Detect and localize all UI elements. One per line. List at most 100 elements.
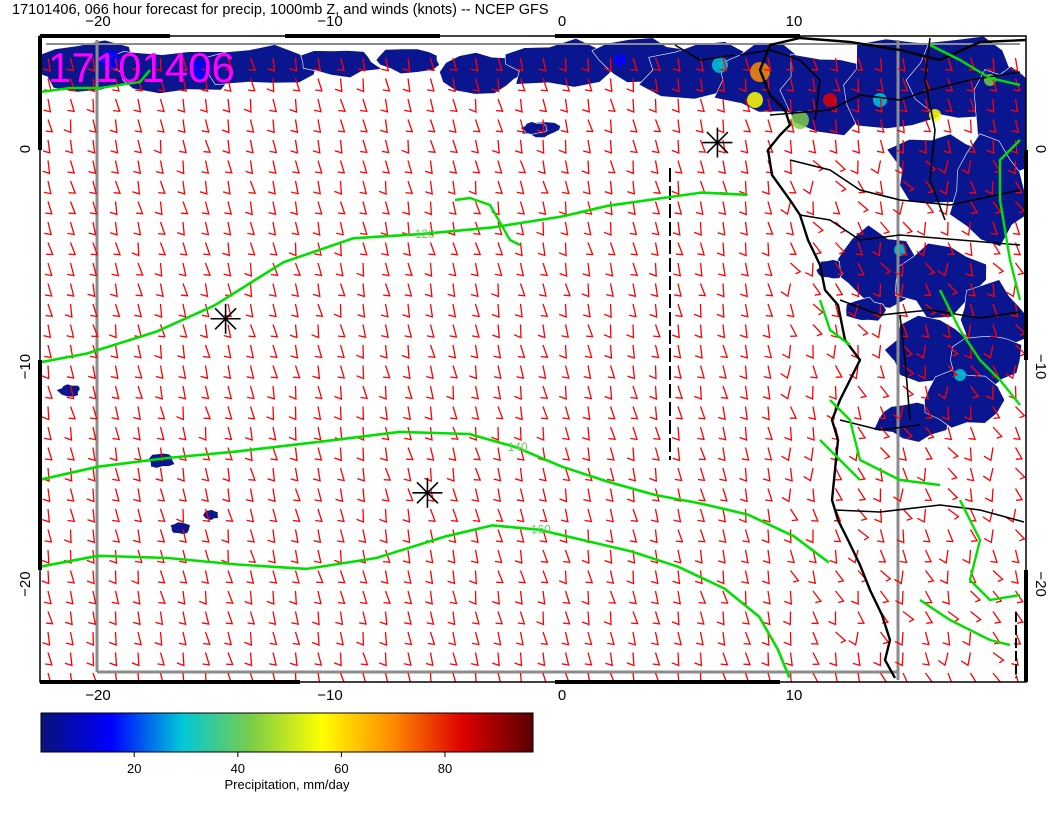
wind-barb (291, 221, 300, 236)
wind-barb (879, 590, 890, 604)
wind-barb (874, 508, 883, 523)
wind-barb (924, 180, 935, 194)
wind-barb (937, 652, 949, 667)
wind-barb (88, 385, 97, 400)
wind-barb (560, 221, 569, 236)
wind-barb (694, 324, 703, 339)
wind-barb (92, 672, 97, 682)
wind-barb (697, 242, 706, 256)
wind-barb (938, 180, 949, 195)
wind-barb (110, 57, 119, 72)
wind-barb (111, 590, 120, 605)
wind-barb (335, 488, 344, 503)
wind-barb (835, 631, 847, 644)
coastline-layer (669, 36, 1026, 679)
wind-barb (742, 57, 751, 72)
wind-barb (835, 160, 847, 173)
wind-barb (360, 139, 368, 154)
wind-barb (360, 221, 368, 236)
wind-barb (716, 242, 725, 257)
wind-barbs-layer (41, 57, 1026, 682)
wind-barb (969, 672, 977, 682)
wind-barb (671, 324, 680, 339)
wind-barb (812, 672, 819, 682)
wind-barb (153, 139, 162, 154)
wind-barb (133, 344, 142, 359)
wind-barb (985, 385, 994, 400)
precip-area (55, 383, 81, 398)
wind-barb (835, 180, 847, 193)
wind-barb (313, 98, 322, 113)
wind-barb (470, 344, 479, 359)
wind-barb (155, 160, 164, 175)
wind-barb (740, 160, 749, 175)
wind-barb (312, 221, 321, 236)
wind-barb (720, 385, 729, 399)
wind-barb (761, 180, 770, 195)
wind-barb (515, 57, 524, 72)
wind-barb (741, 549, 749, 564)
wind-barb (562, 426, 570, 441)
wind-barb (834, 365, 843, 378)
wind-barb (87, 508, 96, 523)
wind-barb (496, 570, 504, 584)
wind-barb (966, 78, 975, 92)
wind-barb (491, 590, 500, 605)
wind-barb (559, 344, 568, 359)
wind-barb (608, 160, 616, 174)
wind-barb (852, 652, 861, 667)
wind-barb (407, 672, 412, 682)
wind-barb (916, 221, 927, 236)
wind-barb (201, 467, 210, 482)
wind-barb (224, 303, 232, 318)
wind-barb (808, 549, 817, 564)
wind-barb (289, 652, 298, 667)
wind-barb (199, 180, 208, 195)
wind-barb (853, 406, 862, 421)
country-border (789, 159, 1021, 206)
wind-barb (292, 631, 301, 646)
colorbar-tick-label: 80 (438, 761, 452, 776)
wind-barb (244, 652, 253, 667)
wind-barb (969, 201, 979, 214)
wind-barb (473, 242, 482, 256)
wind-barb (155, 385, 163, 400)
wind-barb (718, 529, 727, 544)
wind-barb (581, 283, 590, 298)
wind-barb (471, 139, 480, 154)
wind-barb (248, 324, 257, 338)
wind-barb (969, 180, 977, 194)
country-border (799, 214, 1021, 246)
wind-barb (403, 570, 412, 585)
wind-barb (719, 365, 727, 379)
wind-barb (88, 119, 97, 134)
wind-barb (763, 365, 772, 380)
wind-barb (765, 283, 774, 297)
wind-barb (225, 508, 234, 522)
wind-barb (425, 180, 433, 195)
wind-barb (902, 344, 914, 357)
wind-barb (447, 221, 456, 236)
wind-barb (89, 262, 98, 277)
wind-barb (741, 570, 750, 585)
wind-barb (177, 180, 186, 195)
wind-barb (178, 447, 187, 462)
wind-barb (851, 283, 860, 298)
wind-barb (722, 672, 728, 682)
wind-barb (86, 631, 95, 646)
wind-barb (66, 488, 75, 502)
wind-barb (267, 385, 276, 400)
wind-barb (805, 529, 814, 544)
wind-barb (966, 467, 975, 482)
wind-barb (518, 283, 526, 297)
wind-barb (425, 590, 433, 605)
wind-barb (629, 221, 638, 236)
wind-barb (965, 262, 974, 277)
wind-barb (938, 549, 949, 564)
wind-barb (783, 160, 792, 175)
wind-barb (90, 242, 99, 256)
wind-barb (762, 385, 771, 400)
wind-barb (69, 672, 73, 682)
wind-barb (137, 672, 140, 682)
wind-barb (937, 160, 949, 175)
